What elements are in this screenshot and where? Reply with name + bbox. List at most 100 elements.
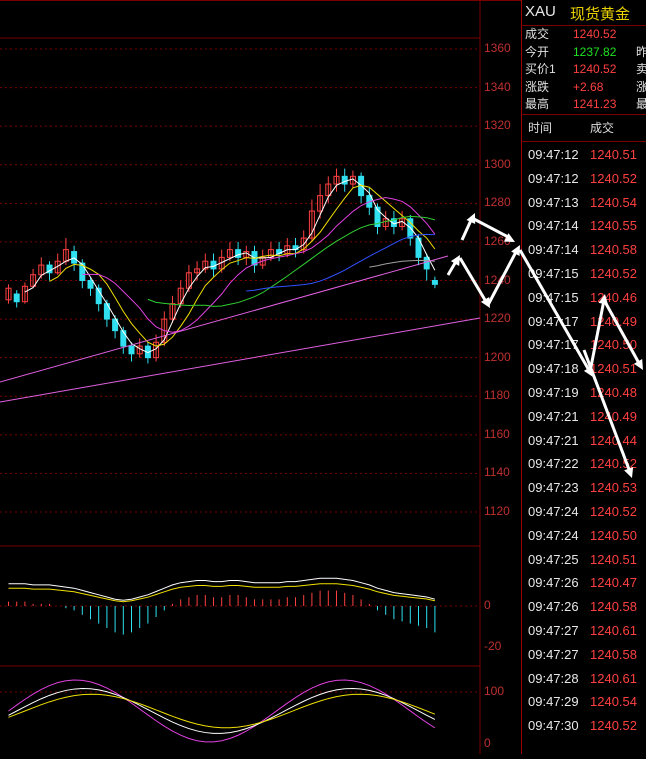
ma5-line — [24, 178, 436, 354]
candle-body — [341, 175, 348, 185]
macd-tick-label: 0 — [484, 598, 491, 612]
tick-price: 1240.61 — [590, 623, 637, 638]
candle-body — [79, 262, 86, 282]
candle-body — [30, 274, 37, 287]
tick-row: 09:47:27 1240.61 — [528, 621, 637, 641]
tick-time: 09:47:12 — [528, 147, 579, 162]
candle-body — [259, 256, 266, 266]
candle-body — [21, 285, 28, 303]
tick-row: 09:47:29 1240.54 — [528, 692, 637, 712]
tick-time: 09:47:14 — [528, 218, 579, 234]
tick-price: 1240.52 — [590, 504, 637, 519]
kdj-tick-label: 0 — [484, 736, 491, 750]
tick-price: 1240.58 — [590, 646, 637, 662]
tick-row: 09:47:14 1240.55 — [528, 216, 637, 236]
tick-row: 09:47:13 1240.54 — [528, 193, 637, 213]
tick-price: 1240.51 — [590, 147, 637, 162]
tick-time: 09:47:15 — [528, 289, 579, 305]
candle-body — [308, 210, 315, 239]
tick-time: 09:47:27 — [528, 646, 579, 662]
tick-price: 1240.47 — [590, 575, 637, 591]
tick-price: 1240.46 — [590, 289, 637, 305]
candle-body — [169, 303, 176, 320]
tick-time: 09:47:29 — [528, 694, 579, 710]
quote-label: 今开 — [525, 44, 550, 59]
candle-body — [120, 330, 127, 347]
tick-price: 1240.44 — [590, 432, 637, 448]
tick-header-time: 时间 — [528, 121, 553, 135]
tick-time: 09:47:22 — [528, 456, 579, 472]
price-tick-label: 1340 — [484, 79, 511, 94]
kdj-tick-label: 100 — [484, 684, 505, 698]
tick-row: 09:47:24 1240.50 — [528, 526, 637, 546]
tick-row: 09:47:22 1240.52 — [528, 454, 637, 474]
tick-time: 09:47:18 — [528, 361, 579, 377]
price-tick-label: 1360 — [484, 41, 511, 55]
candle-body — [317, 195, 324, 212]
tick-time: 09:47:14 — [528, 242, 579, 258]
quote-value: 1240.52 — [573, 62, 617, 76]
divider — [521, 114, 646, 115]
tick-time: 09:47:13 — [528, 194, 579, 210]
tick-time: 09:47:24 — [528, 527, 579, 543]
tick-price: 1240.52 — [590, 456, 637, 472]
quote-label: 买价1 — [525, 62, 556, 76]
quote-value: 1237.82 — [573, 44, 617, 59]
quote-row: 涨跌 +2.68 涨 — [525, 79, 646, 96]
candle-body — [95, 287, 102, 305]
symbol-name: 现货黄金 — [570, 6, 631, 23]
price-tick-label: 1200 — [484, 349, 511, 364]
tick-price: 1240.50 — [590, 337, 637, 353]
tick-time: 09:47:23 — [528, 480, 579, 496]
tick-price: 1240.55 — [590, 218, 637, 234]
divider — [521, 141, 646, 142]
kdj-k-line — [8, 688, 436, 734]
quote-label-truncated: 最 — [636, 97, 646, 111]
tick-time: 09:47:17 — [528, 337, 579, 353]
price-tick-label: 1220 — [484, 311, 511, 326]
tick-time: 09:47:12 — [528, 170, 579, 186]
tick-time: 09:47:26 — [528, 599, 579, 615]
tick-price: 1240.49 — [590, 408, 637, 424]
price-tick-label: 1120 — [484, 504, 510, 518]
quote-row: 成交 1240.52 — [525, 26, 616, 43]
ma30-line — [147, 215, 436, 307]
quote-row: 最高 1241.23 最 — [525, 96, 646, 113]
candle-body — [194, 268, 201, 274]
tick-row: 09:47:18 1240.51 — [528, 359, 637, 379]
kdj-d-line — [8, 693, 436, 729]
quote-row: 今开 1237.82 昨 — [525, 44, 646, 61]
candle-body — [128, 345, 135, 355]
quote-label: 涨跌 — [525, 79, 550, 94]
trend-line — [0, 255, 449, 383]
tick-price: 1240.54 — [590, 694, 637, 710]
candle-body — [235, 249, 242, 258]
quote-label-truncated: 涨 — [636, 79, 646, 94]
tick-time: 09:47:19 — [528, 385, 579, 400]
tick-time: 09:47:24 — [528, 504, 579, 519]
quote-value: 1240.52 — [573, 27, 617, 41]
candle-body — [431, 280, 438, 285]
tick-time: 09:47:27 — [528, 623, 579, 638]
tick-row: 09:47:24 1240.52 — [528, 502, 637, 522]
candle-body — [112, 318, 119, 332]
trend-line — [0, 317, 481, 403]
tick-price: 1240.51 — [590, 551, 637, 567]
quote-value: +2.68 — [573, 79, 604, 94]
kline-chart[interactable] — [0, 0, 521, 754]
chart-area[interactable] — [0, 0, 521, 754]
candle-body — [325, 183, 332, 197]
ma20-line — [82, 197, 436, 333]
tick-price: 1240.48 — [590, 385, 637, 400]
tick-row: 09:47:21 1240.49 — [528, 407, 637, 427]
candle-body — [202, 260, 209, 270]
ma120-line — [369, 259, 435, 268]
tick-row: 09:47:15 1240.46 — [528, 288, 637, 308]
candle-body — [374, 206, 381, 227]
tick-row: 09:47:19 1240.48 — [528, 383, 637, 403]
quote-label-truncated: 卖 — [636, 62, 646, 76]
tick-row: 09:47:17 1240.50 — [528, 335, 637, 355]
tick-price: 1240.58 — [590, 242, 637, 258]
candle-body — [5, 287, 12, 301]
price-tick-label: 1160 — [484, 426, 510, 441]
